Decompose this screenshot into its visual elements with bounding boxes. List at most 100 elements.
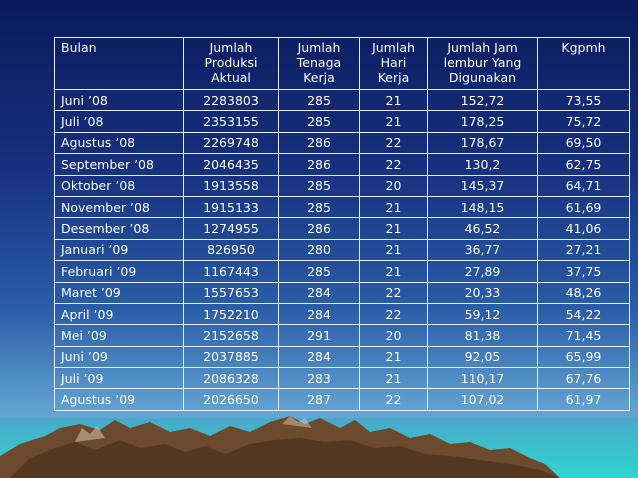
cell-tenaga-kerja: 286 [278,131,360,155]
table-row: Juli ’09 2086328 283 21 110,17 67,76 [54,367,630,390]
cell-kgpmh: 73,55 [537,88,630,112]
cell-bulan: April ’09 [54,302,184,326]
cell-bulan: Oktober ’08 [54,174,184,197]
table-row: Juli ’08 2353155 285 21 178,25 75,72 [54,110,630,133]
cell-kgpmh: 67,76 [537,367,630,390]
cell-bulan: September ’08 [54,153,184,176]
cell-jam-lembur: 27,89 [427,260,538,283]
cell-kgpmh: 69,50 [537,131,630,155]
cell-kgpmh: 27,21 [537,238,630,262]
cell-produksi: 1274955 [183,217,279,240]
cell-tenaga-kerja: 285 [278,260,360,283]
cell-produksi: 2283803 [183,88,279,112]
table-header-row: Bulan Jumlah Produksi Aktual Jumlah Tena… [54,37,630,90]
cell-bulan: Maret ’09 [54,281,184,304]
table-row: Desember ’08 1274955 286 21 46,52 41,06 [54,217,630,240]
table-row: Agustus ’08 2269748 286 22 178,67 69,50 [54,131,630,155]
cell-tenaga-kerja: 284 [278,281,360,304]
cell-bulan: Agustus ’08 [54,131,184,155]
cell-kgpmh: 54,22 [537,302,630,326]
cell-bulan: Agustus ’09 [54,388,184,411]
cell-tenaga-kerja: 285 [278,195,360,219]
cell-bulan: Juli ’09 [54,367,184,390]
cell-hari-kerja: 21 [359,195,428,219]
cell-tenaga-kerja: 284 [278,345,360,369]
cell-tenaga-kerja: 283 [278,367,360,390]
cell-tenaga-kerja: 285 [278,110,360,133]
header-jumlah-hari-kerja: Jumlah Hari Kerja [359,37,428,90]
table-row: September ’08 2046435 286 22 130,2 62,75 [54,153,630,176]
cell-tenaga-kerja: 285 [278,174,360,197]
table-row: Juni ’09 2037885 284 21 92,05 65,99 [54,345,630,369]
cell-hari-kerja: 22 [359,131,428,155]
cell-jam-lembur: 20,33 [427,281,538,304]
header-kgpmh: Kgpmh [537,37,630,90]
cell-jam-lembur: 107,02 [427,388,538,411]
cell-jam-lembur: 110,17 [427,367,538,390]
table-row: Januari ’09 826950 280 21 36,77 27,21 [54,238,630,262]
cell-jam-lembur: 152,72 [427,88,538,112]
header-jumlah-jam-lembur: Jumlah Jam lembur Yang Digunakan [427,37,538,90]
cell-bulan: Juni ’09 [54,345,184,369]
cell-produksi: 2269748 [183,131,279,155]
cell-tenaga-kerja: 291 [278,324,360,347]
cell-jam-lembur: 130,2 [427,153,538,176]
cell-jam-lembur: 148,15 [427,195,538,219]
cell-produksi: 2353155 [183,110,279,133]
cell-produksi: 1752210 [183,302,279,326]
cell-hari-kerja: 21 [359,110,428,133]
cell-hari-kerja: 21 [359,238,428,262]
table-body: Juni ’08 2283803 285 21 152,72 73,55 Juli ’08 2… [54,88,630,411]
cell-hari-kerja: 20 [359,324,428,347]
cell-kgpmh: 75,72 [537,110,630,133]
cell-kgpmh: 61,97 [537,388,630,411]
cell-jam-lembur: 81,38 [427,324,538,347]
table-row: Februari ’09 1167443 285 21 27,89 37,75 [54,260,630,283]
table-row: April ’09 1752210 284 22 59,12 54,22 [54,302,630,326]
cell-jam-lembur: 36,77 [427,238,538,262]
table-row: Maret ’09 1557653 284 22 20,33 48,26 [54,281,630,304]
cell-kgpmh: 62,75 [537,153,630,176]
cell-produksi: 2152658 [183,324,279,347]
cell-hari-kerja: 21 [359,345,428,369]
cell-kgpmh: 61,69 [537,195,630,219]
cell-bulan: Januari ’09 [54,238,184,262]
header-jumlah-tenaga-kerja: Jumlah Tenaga Kerja [278,37,360,90]
cell-jam-lembur: 145,37 [427,174,538,197]
cell-jam-lembur: 178,25 [427,110,538,133]
table-row: November ’08 1915133 285 21 148,15 61,69 [54,195,630,219]
cell-kgpmh: 48,26 [537,281,630,304]
cell-produksi: 2026650 [183,388,279,411]
cell-tenaga-kerja: 286 [278,217,360,240]
cell-hari-kerja: 21 [359,260,428,283]
cell-tenaga-kerja: 284 [278,302,360,326]
cell-hari-kerja: 21 [359,217,428,240]
cell-kgpmh: 41,06 [537,217,630,240]
table-row: Mei ’09 2152658 291 20 81,38 71,45 [54,324,630,347]
cell-bulan: Mei ’09 [54,324,184,347]
cell-kgpmh: 65,99 [537,345,630,369]
cell-jam-lembur: 46,52 [427,217,538,240]
cell-hari-kerja: 21 [359,367,428,390]
cell-tenaga-kerja: 287 [278,388,360,411]
cell-hari-kerja: 22 [359,302,428,326]
cell-hari-kerja: 22 [359,153,428,176]
cell-hari-kerja: 20 [359,174,428,197]
cell-jam-lembur: 59,12 [427,302,538,326]
cell-produksi: 1915133 [183,195,279,219]
cell-jam-lembur: 92,05 [427,345,538,369]
cell-produksi: 1913558 [183,174,279,197]
cell-tenaga-kerja: 285 [278,88,360,112]
cell-produksi: 1557653 [183,281,279,304]
table-row: Juni ’08 2283803 285 21 152,72 73,55 [54,88,630,112]
header-bulan: Bulan [54,37,184,90]
cell-hari-kerja: 22 [359,388,428,411]
cell-bulan: Desember ’08 [54,217,184,240]
cell-tenaga-kerja: 286 [278,153,360,176]
cell-kgpmh: 37,75 [537,260,630,283]
cell-bulan: Juli ’08 [54,110,184,133]
cell-kgpmh: 71,45 [537,324,630,347]
cell-produksi: 826950 [183,238,279,262]
cell-kgpmh: 64,71 [537,174,630,197]
mountains-illustration [0,416,560,478]
